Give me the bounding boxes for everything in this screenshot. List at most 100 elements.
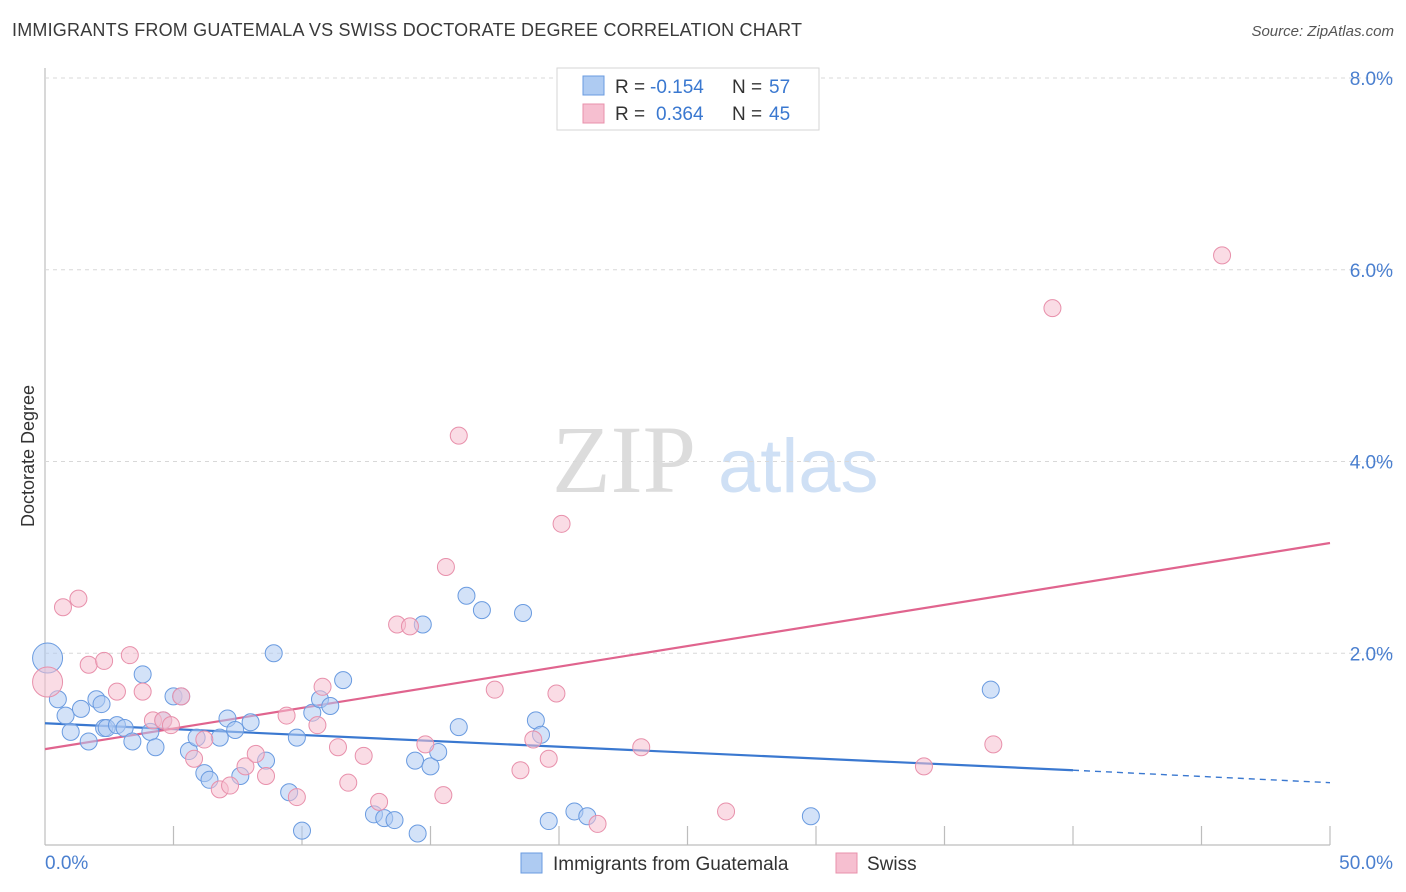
x-tick-label-max: 50.0%: [1339, 853, 1393, 874]
guatemala-point: [472, 601, 491, 620]
guatemala-point: [981, 680, 1000, 699]
guatemala-point: [210, 728, 229, 747]
swiss-point: [313, 677, 332, 696]
watermark-zip: ZIP: [552, 406, 696, 513]
swiss-point: [632, 738, 651, 757]
guatemala-point: [385, 811, 404, 830]
swiss-point: [914, 757, 933, 776]
guatemala-point: [293, 821, 311, 840]
swiss-point: [511, 761, 530, 780]
swiss-point: [287, 788, 306, 807]
watermark-atlas: atlas: [718, 424, 879, 509]
swiss-point: [449, 426, 468, 445]
correlation-legend: R = -0.154 N = 57 R = 0.364 N = 45: [556, 67, 820, 131]
swiss-point: [236, 757, 255, 776]
guatemala-point: [457, 586, 476, 605]
guatemala-point: [61, 722, 80, 741]
guatemala-point: [115, 719, 134, 738]
swiss-point: [370, 792, 389, 811]
series-legend: Immigrants from Guatemala Swiss: [520, 852, 917, 875]
swiss-point: [69, 589, 88, 608]
series-legend-label-pink: Swiss: [867, 854, 917, 875]
guatemala-point: [406, 751, 425, 770]
swiss-point: [416, 735, 435, 754]
guatemala-point: [241, 713, 260, 732]
guatemala-point: [71, 699, 90, 718]
swiss-point: [1043, 299, 1062, 318]
swiss-point: [79, 655, 98, 674]
swiss-point: [547, 684, 566, 703]
y-tick-label: 4.0%: [1350, 453, 1393, 474]
swiss-point: [32, 666, 64, 698]
guatemala-point: [539, 812, 558, 831]
legend-r-value-pink: 0.364: [656, 104, 704, 125]
series-legend-label-blue: Immigrants from Guatemala: [553, 854, 789, 875]
swiss-point: [588, 814, 607, 833]
legend-r-value-blue: -0.154: [650, 77, 704, 98]
swiss-point: [552, 514, 571, 533]
swiss-point: [53, 598, 72, 617]
legend-r-label-blue: R =: [615, 77, 645, 98]
guatemala-trend-extension: [1072, 769, 1331, 784]
guatemala-point: [264, 644, 283, 663]
legend-n-label-pink: N =: [732, 104, 762, 125]
swiss-point: [308, 716, 327, 735]
guatemala-point: [79, 732, 98, 751]
x-tick-label-min: 0.0%: [45, 853, 88, 874]
swiss-point: [185, 749, 204, 768]
swiss-point: [354, 746, 373, 765]
swiss-point: [107, 682, 126, 701]
swiss-point: [434, 786, 453, 805]
y-axis-label: Doctorate Degree: [18, 385, 38, 527]
swiss-point: [539, 749, 558, 768]
guatemala-point: [421, 757, 440, 776]
swiss-point: [120, 646, 139, 665]
swiss-point: [717, 802, 736, 821]
guatemala-point: [146, 738, 165, 757]
swiss-trend-line: [44, 541, 1331, 751]
guatemala-point: [321, 696, 340, 715]
guatemala-point: [449, 718, 468, 737]
swiss-point: [95, 651, 114, 670]
swiss-point: [221, 776, 240, 795]
swiss-point: [328, 738, 347, 757]
guatemala-point: [287, 728, 306, 747]
source-label: Source: ZipAtlas.com: [1251, 23, 1394, 40]
swiss-point: [172, 687, 191, 706]
swiss-point: [1213, 246, 1232, 265]
y-tick-label: 6.0%: [1350, 261, 1393, 282]
guatemala-point: [801, 807, 820, 826]
swiss-point: [400, 617, 419, 636]
swiss-point: [339, 773, 358, 792]
legend-n-value-blue: 57: [769, 77, 790, 98]
swiss-point: [436, 557, 455, 576]
guatemala-point: [92, 695, 111, 714]
swiss-point: [133, 682, 152, 701]
swiss-point: [195, 730, 214, 749]
swiss-point: [524, 730, 543, 749]
guatemala-point: [408, 824, 427, 843]
guatemala-point: [514, 603, 533, 622]
y-tick-label: 8.0%: [1350, 69, 1393, 90]
series-legend-swatch-pink: [835, 852, 858, 874]
series-legend-swatch-blue: [520, 852, 543, 874]
swiss-point: [257, 766, 276, 785]
guatemala-point: [226, 720, 245, 739]
swiss-point: [246, 744, 265, 763]
guatemala-point: [334, 671, 353, 690]
guatemala-point: [56, 706, 75, 725]
legend-n-label-blue: N =: [732, 77, 762, 98]
swiss-point: [161, 716, 180, 735]
guatemala-point: [133, 665, 152, 684]
swiss-point: [485, 680, 504, 699]
legend-n-value-pink: 45: [769, 104, 790, 125]
legend-r-label-pink: R =: [615, 104, 645, 125]
guatemala-point: [123, 732, 142, 751]
y-tick-label: 2.0%: [1350, 644, 1393, 665]
swiss-point: [984, 735, 1003, 754]
swiss-point: [277, 706, 296, 725]
legend-swatch-pink: [582, 103, 605, 124]
legend-swatch-blue: [582, 75, 605, 96]
chart-title: IMMIGRANTS FROM GUATEMALA VS SWISS DOCTO…: [12, 20, 803, 40]
